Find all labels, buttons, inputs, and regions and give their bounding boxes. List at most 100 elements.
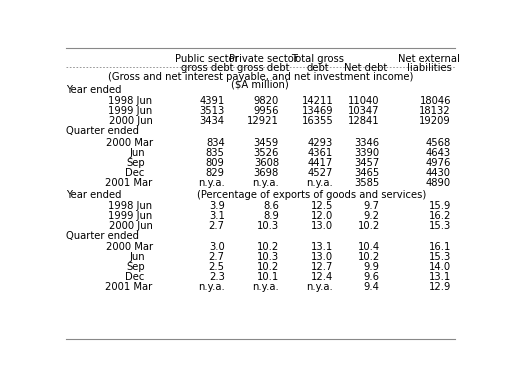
Text: 835: 835 bbox=[206, 147, 225, 157]
Text: Private sector: Private sector bbox=[229, 54, 298, 64]
Text: n.y.a.: n.y.a. bbox=[252, 282, 279, 292]
Text: 12.9: 12.9 bbox=[429, 282, 451, 292]
Text: 13.1: 13.1 bbox=[311, 242, 333, 252]
Text: 15.9: 15.9 bbox=[429, 201, 451, 211]
Text: 2000 Jun: 2000 Jun bbox=[109, 116, 152, 126]
Text: 10.2: 10.2 bbox=[358, 252, 379, 262]
Text: 15.3: 15.3 bbox=[429, 252, 451, 262]
Text: Public sector: Public sector bbox=[175, 54, 239, 64]
Text: 8.6: 8.6 bbox=[263, 201, 279, 211]
Text: 1998 Jun: 1998 Jun bbox=[109, 201, 152, 211]
Text: 9.9: 9.9 bbox=[364, 262, 379, 272]
Text: 3698: 3698 bbox=[253, 168, 279, 178]
Text: 13469: 13469 bbox=[302, 106, 333, 116]
Text: (Gross and net interest payable, and net investment income): (Gross and net interest payable, and net… bbox=[108, 72, 413, 82]
Text: 3390: 3390 bbox=[355, 147, 379, 157]
Text: 9.6: 9.6 bbox=[364, 272, 379, 282]
Text: 3457: 3457 bbox=[355, 158, 379, 168]
Text: 1999 Jun: 1999 Jun bbox=[108, 106, 152, 116]
Text: 14211: 14211 bbox=[301, 97, 333, 106]
Text: 4890: 4890 bbox=[426, 178, 451, 188]
Text: 1998 Jun: 1998 Jun bbox=[109, 97, 152, 106]
Text: 9956: 9956 bbox=[253, 106, 279, 116]
Text: 2000 Jun: 2000 Jun bbox=[109, 221, 152, 231]
Text: Year ended: Year ended bbox=[66, 190, 121, 200]
Text: 18132: 18132 bbox=[420, 106, 451, 116]
Text: Total gross: Total gross bbox=[291, 54, 344, 64]
Text: 16.2: 16.2 bbox=[429, 211, 451, 221]
Text: 10.3: 10.3 bbox=[257, 221, 279, 231]
Text: 9820: 9820 bbox=[253, 97, 279, 106]
Text: ($A million): ($A million) bbox=[232, 79, 289, 89]
Text: Year ended: Year ended bbox=[66, 85, 121, 95]
Text: Sep: Sep bbox=[126, 262, 145, 272]
Text: 10.1: 10.1 bbox=[257, 272, 279, 282]
Text: 2.5: 2.5 bbox=[209, 262, 225, 272]
Text: 3608: 3608 bbox=[254, 158, 279, 168]
Text: 15.3: 15.3 bbox=[429, 221, 451, 231]
Text: 4527: 4527 bbox=[308, 168, 333, 178]
Text: 3585: 3585 bbox=[355, 178, 379, 188]
Text: 4293: 4293 bbox=[308, 137, 333, 147]
Text: 829: 829 bbox=[206, 168, 225, 178]
Text: 12841: 12841 bbox=[348, 116, 379, 126]
Text: 3513: 3513 bbox=[200, 106, 225, 116]
Text: 12.0: 12.0 bbox=[311, 211, 333, 221]
Text: Jun: Jun bbox=[129, 147, 145, 157]
Text: 9.7: 9.7 bbox=[364, 201, 379, 211]
Text: 8.9: 8.9 bbox=[263, 211, 279, 221]
Text: 9.4: 9.4 bbox=[364, 282, 379, 292]
Text: Jun: Jun bbox=[129, 252, 145, 262]
Text: 16.1: 16.1 bbox=[429, 242, 451, 252]
Text: 11040: 11040 bbox=[348, 97, 379, 106]
Text: Sep: Sep bbox=[126, 158, 145, 168]
Text: 9.2: 9.2 bbox=[364, 211, 379, 221]
Text: n.y.a.: n.y.a. bbox=[198, 282, 225, 292]
Text: 834: 834 bbox=[206, 137, 225, 147]
Text: 10.2: 10.2 bbox=[257, 242, 279, 252]
Text: n.y.a.: n.y.a. bbox=[306, 178, 333, 188]
Text: Quarter ended: Quarter ended bbox=[66, 126, 139, 136]
Text: 3.0: 3.0 bbox=[209, 242, 225, 252]
Text: 2.3: 2.3 bbox=[209, 272, 225, 282]
Text: gross debt: gross debt bbox=[181, 63, 233, 73]
Text: n.y.a.: n.y.a. bbox=[198, 178, 225, 188]
Text: 3.1: 3.1 bbox=[209, 211, 225, 221]
Text: 3465: 3465 bbox=[355, 168, 379, 178]
Text: 12.4: 12.4 bbox=[311, 272, 333, 282]
Text: Dec: Dec bbox=[125, 168, 145, 178]
Text: Quarter ended: Quarter ended bbox=[66, 231, 139, 241]
Text: 4568: 4568 bbox=[426, 137, 451, 147]
Text: 10.4: 10.4 bbox=[358, 242, 379, 252]
Text: 10347: 10347 bbox=[348, 106, 379, 116]
Text: 12.5: 12.5 bbox=[311, 201, 333, 211]
Text: 4417: 4417 bbox=[308, 158, 333, 168]
Text: 12.7: 12.7 bbox=[311, 262, 333, 272]
Text: 16355: 16355 bbox=[301, 116, 333, 126]
Text: 10.2: 10.2 bbox=[358, 221, 379, 231]
Text: 2001 Mar: 2001 Mar bbox=[105, 282, 152, 292]
Text: 18046: 18046 bbox=[420, 97, 451, 106]
Text: Net debt: Net debt bbox=[344, 63, 388, 73]
Text: 10.3: 10.3 bbox=[257, 252, 279, 262]
Text: 13.1: 13.1 bbox=[429, 272, 451, 282]
Text: 2000 Mar: 2000 Mar bbox=[106, 137, 152, 147]
Text: 2001 Mar: 2001 Mar bbox=[105, 178, 152, 188]
Text: 2.7: 2.7 bbox=[209, 221, 225, 231]
Text: 10.2: 10.2 bbox=[257, 262, 279, 272]
Text: 3.9: 3.9 bbox=[209, 201, 225, 211]
Text: 2000 Mar: 2000 Mar bbox=[106, 242, 152, 252]
Text: 3434: 3434 bbox=[200, 116, 225, 126]
Text: 3526: 3526 bbox=[253, 147, 279, 157]
Text: 3346: 3346 bbox=[355, 137, 379, 147]
Text: 19209: 19209 bbox=[419, 116, 451, 126]
Text: 4976: 4976 bbox=[426, 158, 451, 168]
Text: Net external: Net external bbox=[398, 54, 460, 64]
Text: 1999 Jun: 1999 Jun bbox=[108, 211, 152, 221]
Text: debt: debt bbox=[306, 63, 329, 73]
Text: Dec: Dec bbox=[125, 272, 145, 282]
Text: 4361: 4361 bbox=[308, 147, 333, 157]
Text: liabilities: liabilities bbox=[407, 63, 452, 73]
Text: gross debt: gross debt bbox=[237, 63, 290, 73]
Text: 12921: 12921 bbox=[247, 116, 279, 126]
